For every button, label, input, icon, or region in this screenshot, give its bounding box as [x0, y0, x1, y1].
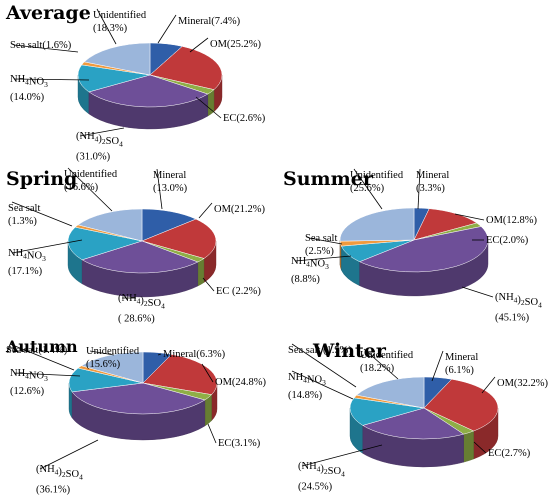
pie-slice-nh4no3 [68, 367, 144, 393]
slice-label-ec: EC(2.7%) [488, 448, 531, 459]
leader-line-mineral [157, 14, 177, 44]
slice-label-nh4no3: NH4NO3 (14.0%) [10, 74, 48, 103]
pie-slice-unidentified [77, 208, 143, 242]
leader-line-om [201, 363, 214, 383]
pie-slice-side-ec [197, 258, 205, 287]
leader-line-nh4-2so4 [301, 444, 383, 467]
leader-line-nh4no3 [294, 255, 352, 262]
pie-slice-side-ec [463, 430, 474, 463]
pie-slice-mineral [141, 208, 197, 242]
slice-label-nh4no3: NH4NO3 (17.1%) [8, 248, 46, 277]
slice-label-ec: EC(2.6%) [223, 113, 266, 124]
pie-chart-summer: Summer Mineral (3.3%) OM(12.8%) EC(2.0%) (NH4… [283, 168, 542, 324]
slice-label-ec: EC(2.0%) [486, 235, 529, 246]
slice-label-om: OM(24.8%) [215, 377, 267, 388]
pie-slice-unidentified [339, 207, 415, 242]
pie-slice-nh4no3 [67, 226, 143, 261]
leader-line-mineral [156, 168, 163, 210]
slice-label-sea-salt: Sea salt (1.3%) [8, 203, 40, 227]
leader-line-om [481, 376, 496, 394]
pie-slice-nh4-2so4 [71, 382, 206, 415]
leader-line-mineral [431, 350, 444, 382]
pie-slice-nh4-2so4 [81, 240, 199, 274]
slice-label-sea-salt: Sea salt (2.5%) [305, 233, 337, 257]
slice-label-unidentified: Unidentified (16.6%) [64, 169, 118, 193]
pie-slice-nh4-2so4 [362, 407, 465, 440]
leader-line-unidentified [67, 167, 113, 212]
chart-title-average: Average [5, 2, 91, 24]
leader-line-ec [195, 96, 222, 119]
leader-line-unidentified [353, 168, 383, 210]
leader-line-om [454, 213, 485, 221]
chart-title-autumn: Autumn [5, 337, 78, 356]
leader-line-unidentified [89, 350, 115, 356]
chart-title-spring: Spring [6, 168, 77, 190]
slice-label-om: OM(21.2%) [214, 204, 266, 215]
pie-slice-nh4no3 [349, 397, 425, 426]
slice-label-sea-salt: Sea salt (1.5%) [288, 345, 352, 356]
pie-chart-spring: Spring Mineral (13.0%) OM(21.2%) EC (2.2%) (N… [6, 167, 266, 325]
leader-line-ec [473, 441, 487, 454]
leader-line-om [189, 37, 209, 53]
leader-line-unidentified [96, 8, 117, 45]
slice-label-ec: EC (2.2%) [216, 286, 261, 297]
leader-line-nh4-2so4 [461, 286, 494, 298]
leader-line-sea-salt [11, 201, 73, 227]
slice-label-nh4-2so4: (NH4)2SO4 (36.1%) [36, 464, 83, 496]
slice-label-mineral: Mineral(6.3%) [163, 349, 226, 360]
slice-label-unidentified: Unidentified (18.3%) [93, 10, 147, 34]
slice-label-nh4-2so4: (NH4)2SO4 (45.1%) [495, 292, 542, 324]
slice-label-unidentified: Unidentified (15.6%) [86, 346, 140, 370]
slice-label-unidentified: Unidentified (18.2%) [360, 350, 414, 374]
leader-line-sea-salt [9, 343, 75, 371]
leader-line-nh4no3 [291, 370, 354, 400]
slice-label-om: OM(32.2%) [497, 378, 549, 389]
pie-slice-unidentified [80, 351, 144, 384]
slice-label-nh4no3: NH4NO3 (12.6%) [10, 368, 48, 397]
slice-label-nh4no3: NH4NO3 (8.8%) [291, 256, 329, 285]
leader-line-unidentified [363, 348, 399, 380]
chart-title-winter: Winter [312, 340, 387, 362]
leader-line-sea-salt [13, 44, 79, 53]
chart-title-summer: Summer [283, 168, 374, 190]
pie-slice-nh4no3 [77, 64, 151, 93]
pie-slice-om [149, 46, 223, 90]
leader-line-nh4no3 [13, 372, 81, 377]
pie-slice-om [141, 218, 217, 259]
slice-label-sea-salt: Sea salt(1.6%) [10, 40, 72, 51]
slice-label-om: OM(12.8%) [486, 215, 538, 226]
leader-line-nh4no3 [13, 78, 90, 81]
pie-chart-average: Average Mineral(7.4%) OM(25.2%) EC(2.6%) (NH… [5, 2, 266, 163]
leader-line-nh4-2so4 [79, 127, 125, 137]
pie-chart-autumn: Autumn Mineral(6.3%) OM(24.8%) EC(3.1%) (NH4… [5, 337, 267, 496]
slice-label-nh4-2so4: (NH4)2SO4( 28.6%) [118, 293, 165, 325]
slice-label-mineral: Mineral (6.1%) [445, 352, 478, 376]
slice-label-nh4no3: NH4NO3 (14.8%) [288, 372, 326, 401]
slice-label-nh4-2so4: (NH4)2SO4 (24.5%) [298, 461, 345, 493]
pie-slice-om [413, 208, 478, 241]
pie-chart-winter: Winter Mineral (6.1%) OM(32.2%) EC(2.7%) (NH4… [288, 340, 549, 493]
pie-slice-om [142, 354, 218, 395]
slice-label-nh4-2so4: (NH4)2SO4 (31.0%) [76, 131, 123, 163]
slice-label-mineral: Mineral(7.4%) [178, 16, 241, 27]
leader-line-mineral [157, 353, 162, 356]
leader-line-om [198, 202, 213, 219]
slice-label-om: OM(25.2%) [210, 39, 262, 50]
pie-slice-unidentified [356, 376, 425, 409]
leader-line-nh4-2so4 [39, 439, 99, 470]
leader-line-ec [202, 277, 215, 292]
leader-line-sea-salt [291, 343, 357, 388]
leader-line-sea-salt [308, 237, 343, 245]
pie-slice-nh4-2so4 [358, 226, 489, 273]
pie-slice-unidentified [83, 42, 151, 76]
slice-label-sea-salt: Sea salt(1.4%) [6, 345, 68, 356]
slice-label-mineral: Mineral (13.0%) [153, 170, 188, 194]
slice-label-mineral: Mineral (3.3%) [416, 170, 449, 194]
leader-line-nh4no3 [11, 239, 83, 254]
leader-line-ec [207, 423, 217, 444]
pie-slice-om [423, 378, 499, 432]
slice-label-ec: EC(3.1%) [218, 438, 261, 449]
leader-line-mineral [417, 168, 421, 210]
